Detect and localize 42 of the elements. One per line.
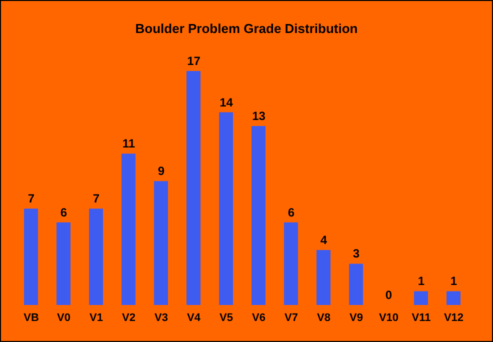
bar — [316, 250, 330, 305]
x-tick-label: V8 — [317, 312, 330, 324]
data-label: 9 — [158, 164, 165, 178]
x-tick-label: V12 — [444, 312, 464, 324]
x-tick-label: V9 — [350, 312, 363, 324]
bar — [89, 208, 103, 305]
bar — [186, 71, 200, 305]
data-label: 1 — [418, 274, 425, 288]
bar — [56, 222, 70, 305]
bar — [349, 264, 363, 305]
x-tick-label: V7 — [284, 312, 298, 324]
x-tick-label: V0 — [57, 312, 70, 324]
x-tick-label: V2 — [122, 312, 136, 324]
bar — [446, 291, 460, 305]
x-tick-label: V5 — [220, 312, 233, 324]
bar — [122, 154, 136, 305]
x-tick-label: V4 — [187, 312, 202, 324]
x-tick-label: V6 — [252, 312, 266, 324]
bar — [24, 208, 38, 305]
x-tick-label: VB — [24, 312, 39, 324]
data-label: 17 — [187, 54, 201, 68]
data-label: 1 — [450, 274, 458, 288]
data-label: 11 — [122, 136, 136, 151]
data-label: 3 — [352, 246, 360, 261]
data-label: 0 — [385, 288, 392, 302]
bar — [219, 112, 233, 305]
data-label: 7 — [92, 192, 100, 206]
data-label: 14 — [220, 95, 234, 110]
bar — [284, 222, 298, 305]
x-tick-label: V1 — [90, 312, 103, 324]
x-tick-label: V3 — [154, 312, 168, 324]
data-label: 6 — [60, 205, 68, 220]
data-label: 4 — [320, 232, 328, 247]
x-tick-label: V11 — [412, 312, 431, 324]
bar — [252, 126, 266, 305]
chart-title: Boulder Problem Grade Distribution — [134, 21, 359, 36]
x-tick-label: V10 — [378, 312, 399, 324]
bar — [414, 291, 428, 305]
data-label: 13 — [252, 109, 266, 124]
bar — [154, 181, 168, 305]
data-label: 7 — [28, 192, 35, 206]
data-label: 6 — [288, 205, 295, 220]
